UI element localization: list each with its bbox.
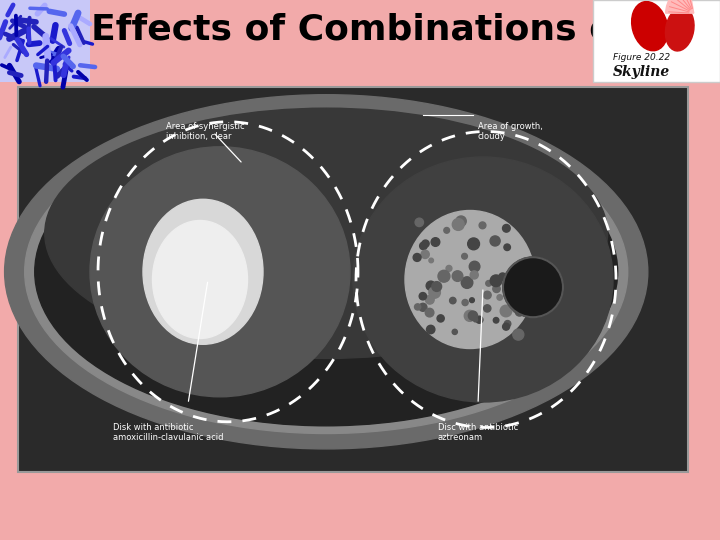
Circle shape xyxy=(438,271,450,282)
Bar xyxy=(18,87,688,472)
Circle shape xyxy=(507,296,514,303)
Circle shape xyxy=(479,222,486,229)
Circle shape xyxy=(420,242,427,249)
Circle shape xyxy=(429,287,441,298)
Circle shape xyxy=(452,271,463,281)
Circle shape xyxy=(415,304,420,310)
Ellipse shape xyxy=(631,2,668,51)
Ellipse shape xyxy=(45,108,608,359)
Circle shape xyxy=(516,305,523,313)
Circle shape xyxy=(426,308,434,317)
Circle shape xyxy=(503,257,563,317)
Circle shape xyxy=(473,318,477,322)
Circle shape xyxy=(504,321,510,327)
Circle shape xyxy=(422,240,429,247)
Circle shape xyxy=(484,305,491,312)
Ellipse shape xyxy=(143,199,263,345)
Text: Area of synergistic
inhibition, clear: Area of synergistic inhibition, clear xyxy=(166,122,245,141)
Text: Disc with antibiotic
aztreonam: Disc with antibiotic aztreonam xyxy=(438,423,518,442)
Circle shape xyxy=(490,275,502,287)
Circle shape xyxy=(497,295,503,300)
Ellipse shape xyxy=(353,157,613,402)
Ellipse shape xyxy=(90,147,350,397)
Circle shape xyxy=(456,216,467,226)
Circle shape xyxy=(503,323,510,330)
Circle shape xyxy=(483,291,491,299)
Circle shape xyxy=(468,311,477,320)
Circle shape xyxy=(493,318,499,323)
Circle shape xyxy=(464,310,475,321)
Circle shape xyxy=(413,253,421,261)
Circle shape xyxy=(512,303,522,313)
Circle shape xyxy=(452,219,464,231)
Circle shape xyxy=(419,293,426,300)
Circle shape xyxy=(468,238,480,250)
Circle shape xyxy=(490,236,500,246)
Circle shape xyxy=(462,300,468,306)
Circle shape xyxy=(516,264,522,270)
Circle shape xyxy=(452,329,457,334)
Circle shape xyxy=(515,282,522,289)
Text: Figure 20.22: Figure 20.22 xyxy=(613,53,670,62)
Circle shape xyxy=(500,305,512,317)
Circle shape xyxy=(431,238,440,246)
Circle shape xyxy=(512,289,521,298)
Circle shape xyxy=(419,303,427,311)
Text: Disk with antibiotic
amoxicillin-clavulanic acid: Disk with antibiotic amoxicillin-clavula… xyxy=(113,423,223,442)
Circle shape xyxy=(426,295,434,304)
Circle shape xyxy=(432,282,441,292)
Wedge shape xyxy=(666,0,694,13)
Circle shape xyxy=(469,298,474,302)
Circle shape xyxy=(415,218,423,227)
Bar xyxy=(593,0,720,82)
Circle shape xyxy=(437,315,444,322)
Circle shape xyxy=(509,291,513,295)
Circle shape xyxy=(429,258,433,263)
Bar xyxy=(0,0,90,82)
Text: Skyline: Skyline xyxy=(613,65,670,79)
Circle shape xyxy=(503,225,510,232)
Circle shape xyxy=(426,281,436,291)
Circle shape xyxy=(449,298,456,304)
Circle shape xyxy=(513,329,524,340)
Text: Effects of Combinations of: Effects of Combinations of xyxy=(91,13,629,47)
Circle shape xyxy=(462,277,473,288)
Ellipse shape xyxy=(153,220,248,339)
Ellipse shape xyxy=(24,110,628,434)
Text: Area of growth,
cloudy: Area of growth, cloudy xyxy=(478,122,543,141)
Circle shape xyxy=(516,308,523,316)
Circle shape xyxy=(421,250,429,259)
Circle shape xyxy=(469,261,480,272)
Ellipse shape xyxy=(4,94,648,449)
Circle shape xyxy=(446,266,452,271)
Circle shape xyxy=(426,325,435,334)
Circle shape xyxy=(504,244,510,251)
Circle shape xyxy=(470,271,478,279)
Circle shape xyxy=(486,281,492,286)
Circle shape xyxy=(492,285,500,293)
Ellipse shape xyxy=(405,211,535,348)
Circle shape xyxy=(462,253,467,259)
Ellipse shape xyxy=(35,118,618,426)
Circle shape xyxy=(476,316,483,323)
Circle shape xyxy=(499,273,506,281)
Ellipse shape xyxy=(665,8,694,51)
Circle shape xyxy=(444,227,449,233)
